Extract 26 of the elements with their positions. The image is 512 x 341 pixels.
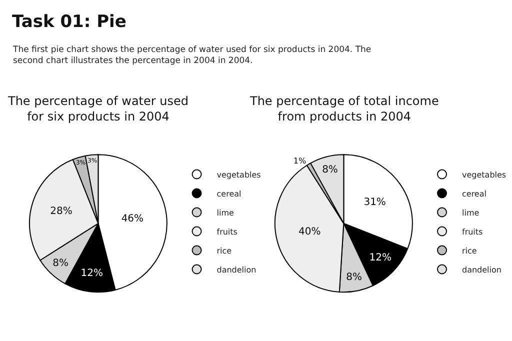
legend-label: vegetables [462, 170, 506, 180]
data-label: 8% [52, 258, 68, 270]
legend-label: dandelion [216, 265, 256, 274]
legend-label: vegetables [216, 170, 261, 180]
data-label: 8% [346, 272, 362, 283]
data-label: 12% [369, 252, 392, 264]
legend-label: fruits [462, 227, 483, 236]
data-label: 12% [80, 268, 104, 279]
legend-label: cereal [462, 189, 486, 198]
legend-label: lime [216, 208, 234, 218]
legend-label: fruits [216, 227, 238, 236]
text: The first pie chart shows the percentage of water used for six products in 2004. The second chart illustrates the percentage in 2004 in 2004. [12, 45, 372, 66]
data-label: 28% [50, 206, 72, 217]
legend-label: rice [462, 246, 477, 256]
data-label: 40% [298, 226, 321, 238]
chart-title: The percentage of water used for six products in 2004 [7, 94, 189, 124]
data-label: 46% [121, 214, 144, 225]
chart-title: The percentage of total income from products in 2004 [249, 94, 439, 124]
legend-label: cereal [216, 189, 242, 198]
legend-label: dandelion [462, 265, 502, 274]
text: Task 01: Pie [12, 12, 126, 32]
data-label: 8% [322, 164, 338, 176]
data-label: 1% [293, 156, 306, 166]
legend-label: lime [462, 208, 480, 218]
data-label: 31% [364, 196, 386, 208]
legend-label: rice [216, 246, 232, 256]
